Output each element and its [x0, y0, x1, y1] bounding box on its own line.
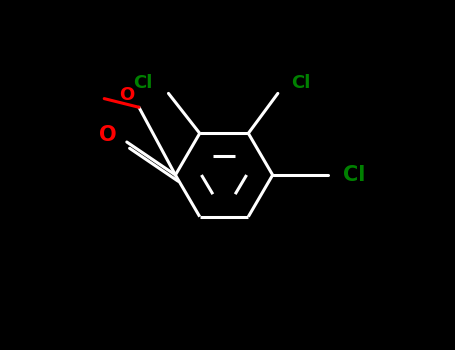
Text: O: O [99, 125, 116, 145]
Text: Cl: Cl [343, 165, 365, 185]
Text: Cl: Cl [291, 74, 310, 92]
Text: Cl: Cl [133, 74, 152, 92]
Text: O: O [119, 86, 134, 104]
